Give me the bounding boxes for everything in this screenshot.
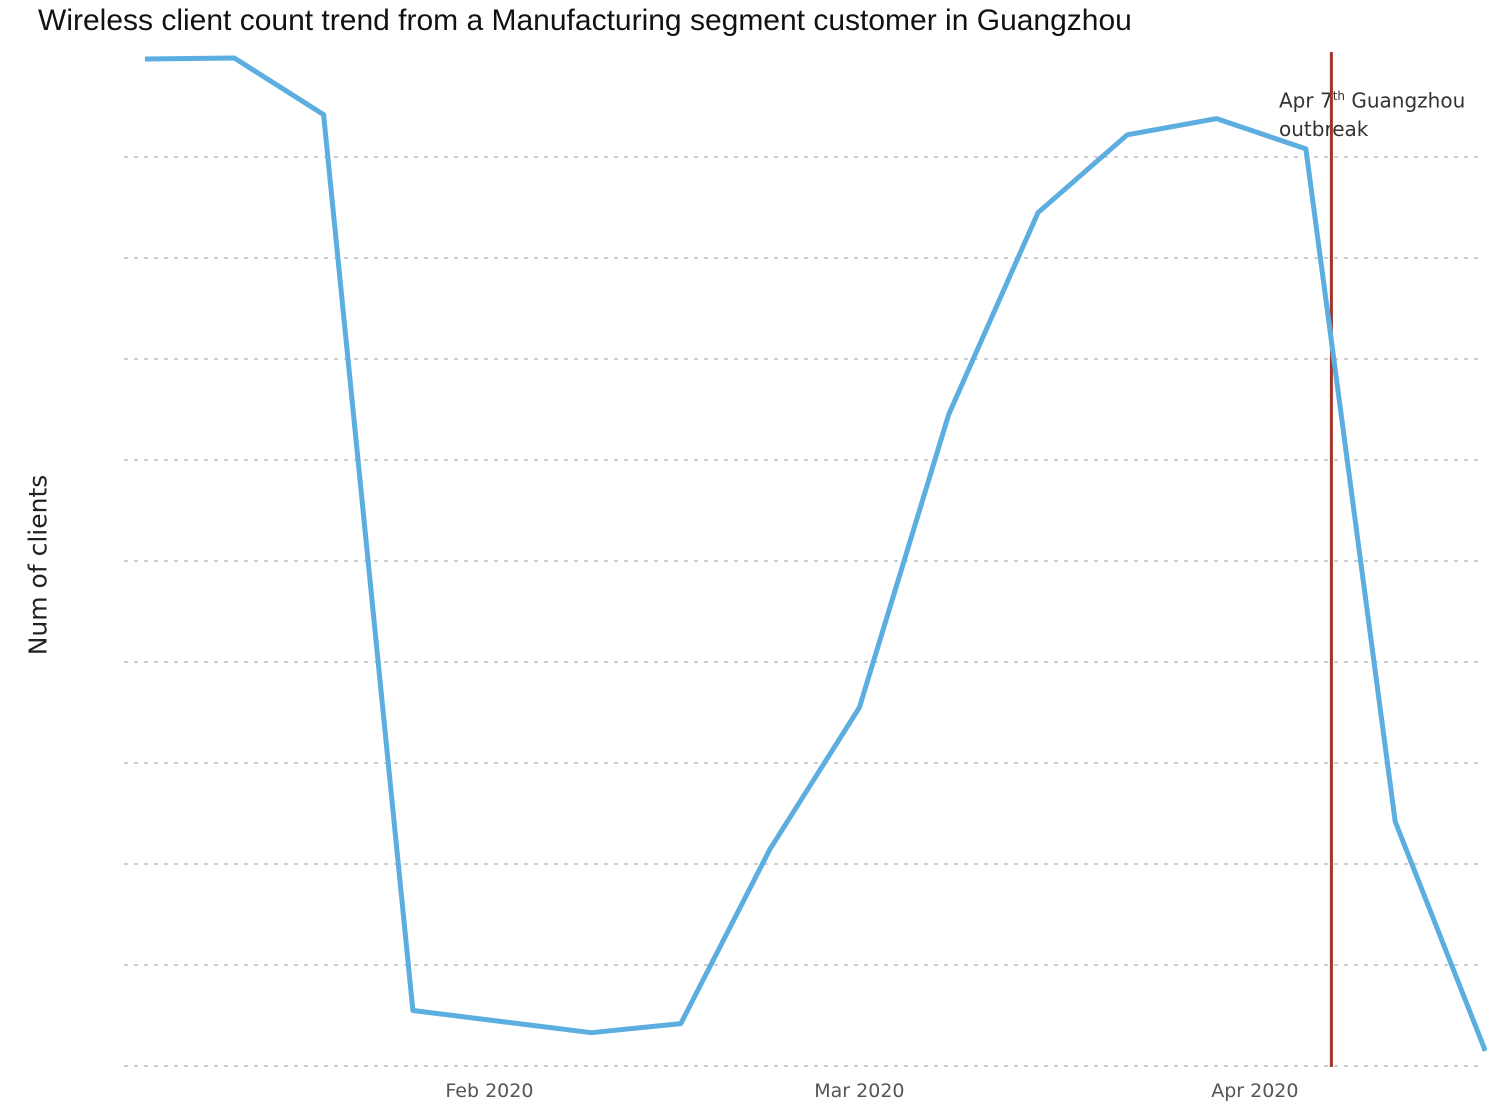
annotation-line2: outbreak: [1279, 116, 1369, 141]
outbreak-annotation: Apr 7th Guangzhou outbreak: [1279, 82, 1465, 143]
x-tick-label: Mar 2020: [814, 1080, 904, 1102]
annotation-ordinal: th: [1332, 89, 1345, 103]
annotation-date: Apr 7: [1279, 88, 1333, 113]
chart-title: Wireless client count trend from a Manuf…: [38, 4, 1132, 37]
annotation-place: Guangzhou: [1345, 88, 1466, 113]
x-tick-label: Apr 2020: [1211, 1080, 1298, 1102]
series-line: [144, 55, 1487, 1052]
x-tick-label: Feb 2020: [445, 1080, 533, 1102]
